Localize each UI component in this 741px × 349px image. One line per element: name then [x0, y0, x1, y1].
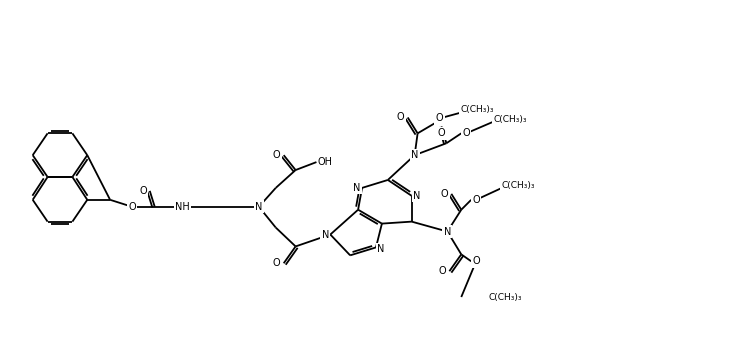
Text: O: O [128, 202, 136, 212]
Text: O: O [462, 128, 470, 138]
Text: N: N [413, 191, 420, 201]
Text: O: O [397, 112, 405, 122]
Text: N: N [411, 150, 419, 160]
Text: N: N [255, 202, 262, 212]
Text: O: O [273, 258, 281, 268]
Text: O: O [472, 256, 480, 266]
Text: C(CH₃)₃: C(CH₃)₃ [488, 292, 522, 302]
Text: C(CH₃)₃: C(CH₃)₃ [460, 105, 494, 114]
Text: O: O [439, 266, 446, 276]
Text: N: N [444, 227, 451, 237]
Text: O: O [472, 195, 480, 205]
Text: N: N [377, 244, 385, 254]
Text: O: O [438, 128, 445, 138]
Text: NH: NH [175, 202, 190, 212]
Text: O: O [441, 189, 448, 199]
Text: OH: OH [318, 157, 333, 167]
Text: O: O [273, 150, 281, 160]
Text: O: O [139, 186, 147, 196]
Text: O: O [436, 113, 443, 124]
Text: N: N [353, 183, 361, 193]
Text: N: N [322, 230, 329, 239]
Text: C(CH₃)₃: C(CH₃)₃ [501, 181, 534, 191]
Text: C(CH₃)₃: C(CH₃)₃ [493, 115, 527, 124]
